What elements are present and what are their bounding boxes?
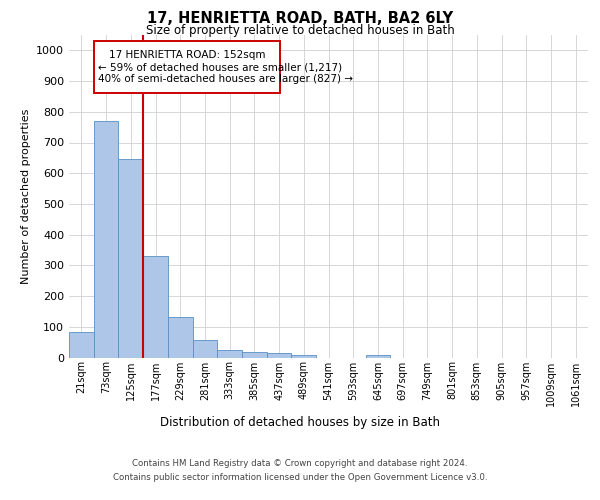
Text: Size of property relative to detached houses in Bath: Size of property relative to detached ho… — [146, 24, 454, 37]
FancyBboxPatch shape — [94, 41, 280, 92]
Text: 17, HENRIETTA ROAD, BATH, BA2 6LY: 17, HENRIETTA ROAD, BATH, BA2 6LY — [147, 11, 453, 26]
Bar — [94, 121, 118, 358]
Text: 40% of semi-detached houses are larger (827) →: 40% of semi-detached houses are larger (… — [98, 74, 353, 85]
Text: Contains HM Land Registry data © Crown copyright and database right 2024.: Contains HM Land Registry data © Crown c… — [132, 460, 468, 468]
Bar — [69, 332, 94, 357]
Bar — [193, 340, 217, 357]
Bar — [143, 256, 168, 358]
Bar — [267, 353, 292, 358]
Text: ← 59% of detached houses are smaller (1,217): ← 59% of detached houses are smaller (1,… — [98, 62, 342, 72]
Bar — [365, 356, 390, 358]
Bar — [292, 355, 316, 358]
Text: Contains public sector information licensed under the Open Government Licence v3: Contains public sector information licen… — [113, 474, 487, 482]
Text: Distribution of detached houses by size in Bath: Distribution of detached houses by size … — [160, 416, 440, 429]
Text: 17 HENRIETTA ROAD: 152sqm: 17 HENRIETTA ROAD: 152sqm — [109, 50, 265, 60]
Bar — [118, 160, 143, 358]
Bar — [217, 350, 242, 358]
Bar — [168, 317, 193, 358]
Bar — [242, 352, 267, 358]
Y-axis label: Number of detached properties: Number of detached properties — [20, 108, 31, 284]
